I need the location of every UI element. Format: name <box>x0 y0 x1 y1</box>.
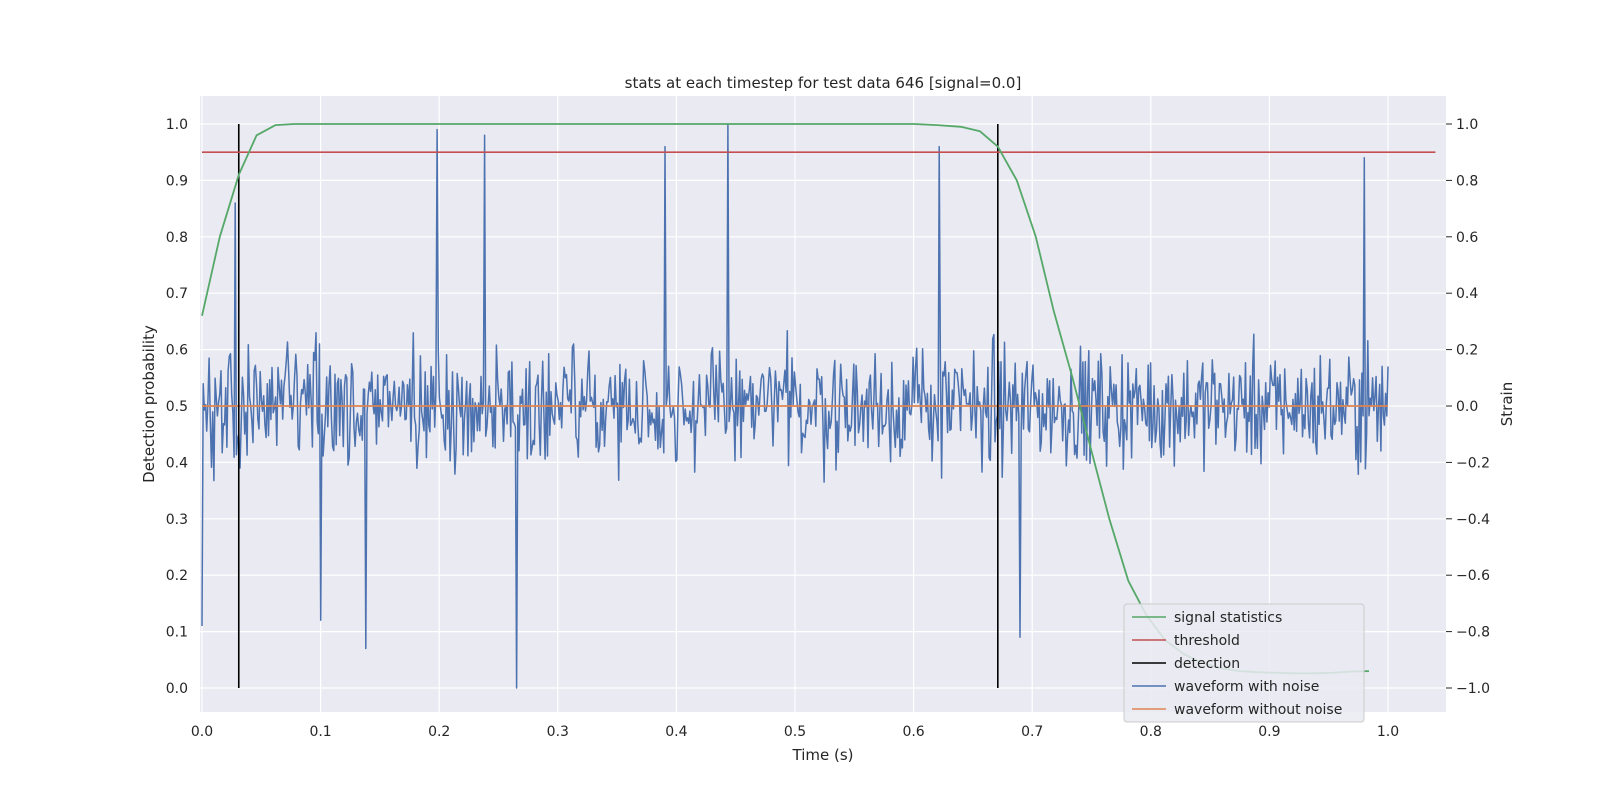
x-axis-label: Time (s) <box>792 746 854 764</box>
x-tick-label: 0.6 <box>902 724 924 740</box>
y-left-tick-label: 0.6 <box>166 343 188 359</box>
y-left-tick-label: 0.2 <box>166 568 188 584</box>
legend-label-threshold: threshold <box>1174 633 1240 649</box>
y-right-tick-label: 1.0 <box>1456 117 1478 133</box>
x-tick-label: 0.4 <box>665 724 687 740</box>
x-tick-label: 0.5 <box>784 724 806 740</box>
y-right-tick-label: 0.8 <box>1456 173 1478 189</box>
tick-labels: 0.0 0.1 0.2 0.3 0.4 0.5 0.6 0.7 0.8 0.9 1.0 0.0 0.1 0… <box>166 117 1490 740</box>
y-right-tick-label: 0.0 <box>1456 399 1478 415</box>
legend-label-signal-statistics: signal statistics <box>1174 610 1282 626</box>
legend: signal statistics threshold detection wa… <box>1123 603 1365 723</box>
x-tick-label: 1.0 <box>1377 724 1399 740</box>
y-left-tick-label: 1.0 <box>166 117 188 133</box>
y-left-tick-label: 0.3 <box>166 512 188 528</box>
legend-label-detection: detection <box>1174 656 1240 672</box>
y-left-tick-label: 0.7 <box>166 286 188 302</box>
y-axis-label-left: Detection probability <box>140 325 158 483</box>
y-axis-label-right: Strain <box>1498 382 1516 426</box>
x-tick-label: 0.7 <box>1021 724 1043 740</box>
legend-label-waveform-with-noise: waveform with noise <box>1174 679 1319 695</box>
y-right-tick-label: −0.2 <box>1456 455 1490 471</box>
series-waveform-with-noise <box>201 123 1389 689</box>
y-right-tick-label: 0.4 <box>1456 286 1478 302</box>
legend-label-waveform-without-noise: waveform without noise <box>1174 702 1342 718</box>
y-right-tick-label: −0.4 <box>1456 512 1490 528</box>
y-left-tick-label: 0.8 <box>166 230 188 246</box>
x-tick-label: 0.1 <box>309 724 331 740</box>
y-left-tick-label: 0.5 <box>166 399 188 415</box>
y-right-tick-label: 0.2 <box>1456 343 1478 359</box>
y-left-tick-label: 0.1 <box>166 625 188 641</box>
x-tick-label: 0.8 <box>1140 724 1162 740</box>
y-left-tick-label: 0.0 <box>166 681 188 697</box>
y-right-tick-label: −1.0 <box>1456 681 1490 697</box>
legend-box <box>1123 603 1365 723</box>
x-tick-label: 0.9 <box>1258 724 1280 740</box>
x-tick-label: 0.0 <box>191 724 213 740</box>
y-right-tick-label: −0.8 <box>1456 625 1490 641</box>
chart-title: stats at each timestep for test data 646… <box>625 74 1022 92</box>
y-right-tick-label: −0.6 <box>1456 568 1490 584</box>
x-tick-label: 0.3 <box>547 724 569 740</box>
y-left-tick-label: 0.4 <box>166 455 188 471</box>
x-tick-label: 0.2 <box>428 724 450 740</box>
y-left-tick-label: 0.9 <box>166 173 188 189</box>
y-right-tick-label: 0.6 <box>1456 230 1478 246</box>
